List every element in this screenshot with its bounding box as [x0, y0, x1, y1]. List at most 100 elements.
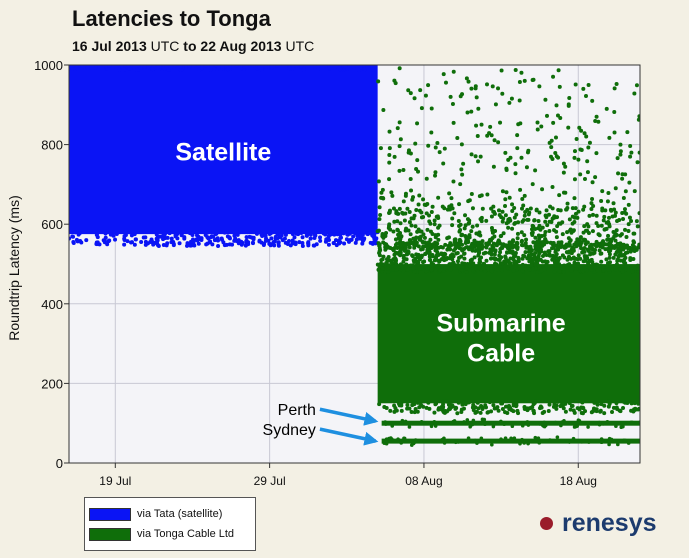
cable-point: [407, 425, 412, 429]
cable-point: [593, 119, 598, 124]
satellite-point: [345, 66, 350, 71]
cable-point: [442, 441, 447, 445]
cable-point: [506, 225, 511, 230]
cable-point: [436, 225, 441, 230]
cable-point: [448, 262, 453, 267]
cable-point: [590, 180, 595, 185]
cable-point: [600, 245, 605, 250]
cable-point: [589, 207, 594, 212]
cable-point: [516, 220, 521, 225]
cable-point: [630, 269, 635, 274]
cable-point: [408, 91, 413, 96]
cable-point: [613, 265, 618, 270]
cable-point: [377, 402, 382, 407]
cable-point: [553, 420, 558, 425]
cable-point: [540, 423, 545, 427]
cable-point: [563, 190, 568, 195]
cable-point: [623, 189, 628, 194]
annotation-label: Sydney: [263, 422, 316, 439]
satellite-point: [173, 65, 178, 68]
cable-point: [594, 114, 599, 119]
satellite-point: [143, 235, 148, 240]
cable-point: [542, 420, 547, 425]
cable-point: [599, 251, 604, 256]
cable-point: [574, 266, 579, 271]
satellite-point: [134, 67, 139, 72]
cable-point: [515, 408, 520, 413]
cable-point: [536, 233, 541, 238]
cable-point: [615, 241, 620, 246]
cable-point: [508, 245, 513, 250]
cable-point: [467, 233, 472, 238]
cable-point: [621, 216, 626, 221]
cable-point: [470, 224, 475, 229]
cable-point: [519, 155, 524, 160]
satellite-point: [73, 230, 78, 235]
cable-point: [393, 257, 398, 262]
cable-point: [397, 66, 402, 71]
satellite-point: [93, 65, 98, 70]
cable-point: [414, 421, 419, 425]
cable-point: [414, 166, 419, 171]
cable-point: [457, 223, 462, 228]
satellite-point: [283, 231, 288, 236]
cable-point: [515, 133, 520, 138]
cable-point: [404, 257, 409, 262]
cable-point: [459, 142, 464, 147]
annotation-label: Submarine: [437, 310, 566, 338]
cable-point: [478, 410, 483, 415]
cable-point: [409, 241, 414, 246]
cable-point: [395, 219, 400, 224]
cable-point: [410, 263, 415, 268]
cable-point: [590, 260, 595, 265]
cable-point: [520, 269, 525, 274]
cable-point: [490, 243, 495, 248]
cable-point: [464, 270, 469, 275]
cable-point: [478, 217, 483, 222]
cable-point: [513, 171, 518, 176]
cable-point: [403, 191, 408, 196]
cable-point: [403, 211, 408, 216]
satellite-point: [190, 237, 195, 242]
cable-point: [503, 150, 508, 155]
cable-point: [492, 234, 497, 239]
cable-point: [524, 245, 529, 250]
cable-point: [475, 409, 480, 414]
cable-point: [499, 419, 503, 424]
cable-point: [424, 405, 429, 410]
cable-point: [507, 100, 512, 105]
cable-point: [413, 141, 418, 146]
cable-point: [613, 186, 618, 191]
satellite-point: [103, 65, 108, 69]
satellite-point: [132, 242, 137, 247]
cable-point: [506, 157, 511, 162]
satellite-point: [312, 65, 317, 70]
cable-point: [474, 95, 479, 100]
satellite-point: [216, 65, 221, 70]
subtitle-connector: to: [183, 38, 197, 54]
cable-point: [520, 423, 525, 428]
cable-point: [578, 243, 583, 248]
cable-point: [465, 110, 470, 115]
cable-point: [571, 408, 576, 413]
cable-point: [575, 215, 580, 220]
cable-point: [387, 153, 392, 158]
cable-point: [584, 134, 589, 139]
satellite-point: [187, 67, 192, 72]
cable-point: [378, 146, 383, 151]
satellite-point: [280, 238, 285, 243]
cable-point: [599, 402, 604, 407]
cable-point: [491, 403, 496, 408]
cable-point: [572, 149, 577, 154]
cable-point: [532, 401, 537, 406]
cable-point: [419, 229, 424, 234]
cable-point: [511, 268, 516, 273]
cable-point: [505, 243, 510, 248]
cable-point: [520, 196, 525, 201]
satellite-point: [324, 67, 329, 72]
cable-point: [444, 256, 449, 261]
cable-point: [636, 401, 640, 406]
cable-point: [461, 161, 466, 166]
cable-point: [554, 403, 559, 408]
satellite-point: [244, 235, 249, 240]
